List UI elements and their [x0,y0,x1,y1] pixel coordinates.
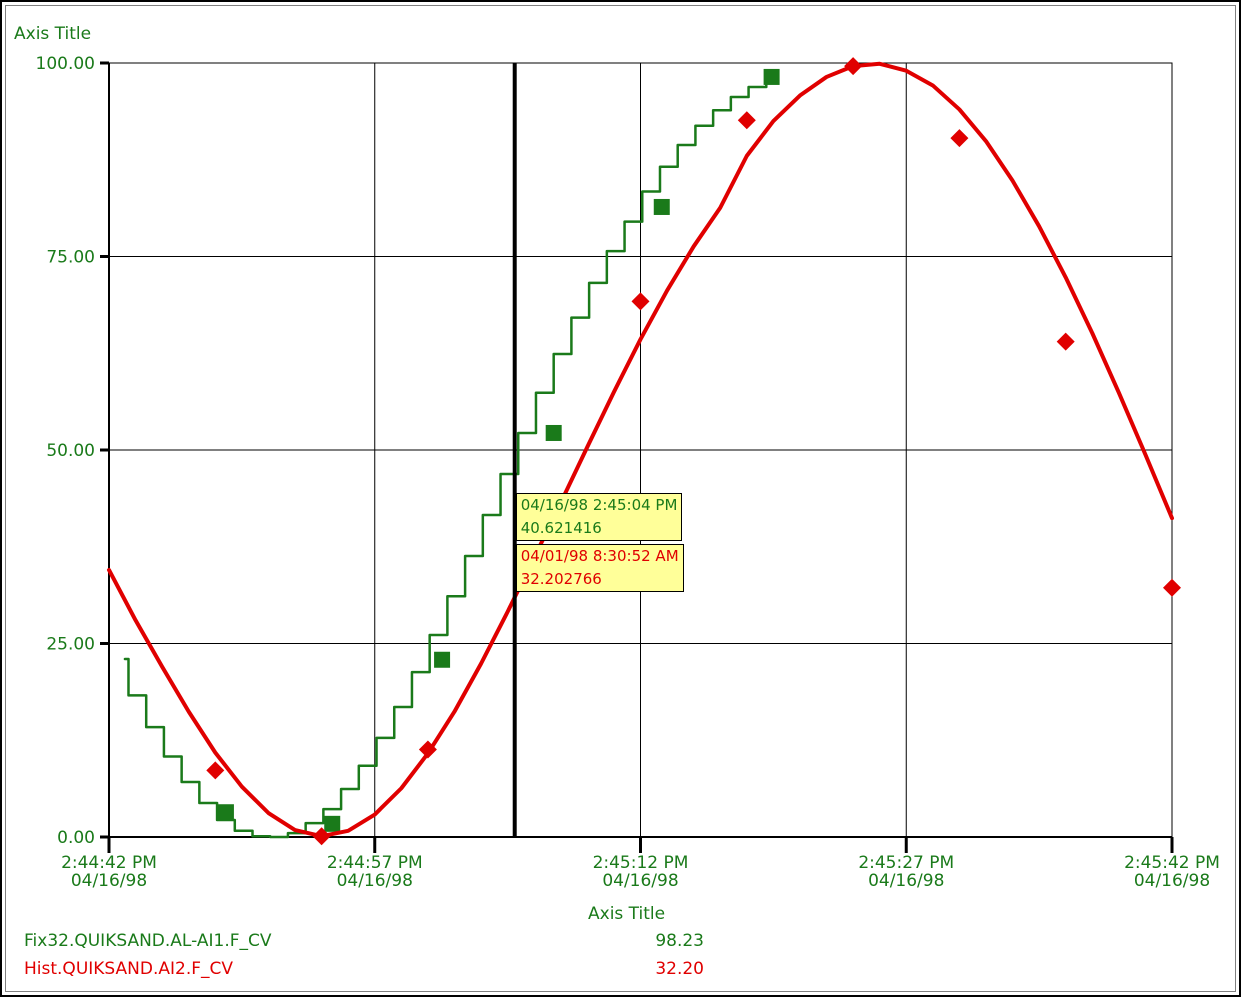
data-marker-hist [950,129,969,148]
cursor-tooltip-fix32: 04/16/98 2:45:04 PM 40.621416 [515,492,683,541]
x-tick-label-time: 2:44:42 PM [61,853,157,873]
cursor-tooltip-hist-time: 04/01/98 8:30:52 AM [520,546,679,565]
x-tick-label-date: 04/16/98 [602,871,678,891]
y-tick-label: 75.00 [46,248,95,268]
y-tick-label: 100.00 [36,54,95,74]
data-marker-hist [206,761,225,780]
data-marker-hist [418,740,437,759]
data-marker-hist [312,827,331,846]
series-group [107,57,1181,846]
data-marker-hist [737,111,756,130]
legend-item-fix32-name: Fix32.QUIKSAND.AL-AI1.F_CV [24,931,272,951]
series-line-hist [107,61,1174,839]
cursor-tooltip-fix32-time: 04/16/98 2:45:04 PM [520,495,678,514]
x-tick-label-date: 04/16/98 [868,871,944,891]
y-axis-title: Axis Title [14,24,92,44]
legend-item-hist-value: 32.20 [655,959,704,979]
y-tick-label: 0.00 [57,828,95,848]
legend-item-hist[interactable]: Hist.QUIKSAND.AI2.F_CV 32.20 [24,959,704,983]
data-marker-hist [1163,578,1181,597]
data-marker-fix32 [434,651,451,668]
series-line-fix32 [123,75,777,839]
cursor-tooltip-fix32-value: 40.621416 [520,518,602,537]
chart-inner-border [5,5,1236,992]
x-tick-label-time: 2:45:42 PM [1124,853,1220,873]
data-marker-hist [844,57,863,76]
legend-item-fix32[interactable]: Fix32.QUIKSAND.AL-AI1.F_CV 98.23 [24,931,704,955]
x-tick-label-date: 04/16/98 [71,871,147,891]
x-tick-label-time: 2:44:57 PM [327,853,423,873]
cursor-tooltip-hist-value: 32.202766 [520,569,602,588]
data-marker-fix32 [763,68,780,85]
x-tick-label-time: 2:45:12 PM [593,853,689,873]
y-tick-label: 25.00 [46,635,95,655]
data-marker-hist [1056,332,1075,351]
x-tick-label-date: 04/16/98 [1134,871,1210,891]
cursor-tooltip-hist: 04/01/98 8:30:52 AM 32.202766 [515,543,684,592]
data-marker-hist [631,292,650,311]
data-marker-fix32 [324,815,341,832]
data-marker-fix32 [217,804,234,821]
data-marker-fix32 [545,424,562,441]
data-marker-fix32 [653,198,670,215]
legend-item-hist-name: Hist.QUIKSAND.AI2.F_CV [24,959,234,979]
x-axis-title: Axis Title [588,904,666,924]
x-tick-label-date: 04/16/98 [337,871,413,891]
legend-item-fix32-value: 98.23 [655,931,704,951]
y-tick-label: 50.00 [46,441,95,461]
x-tick-label-time: 2:45:27 PM [858,853,954,873]
